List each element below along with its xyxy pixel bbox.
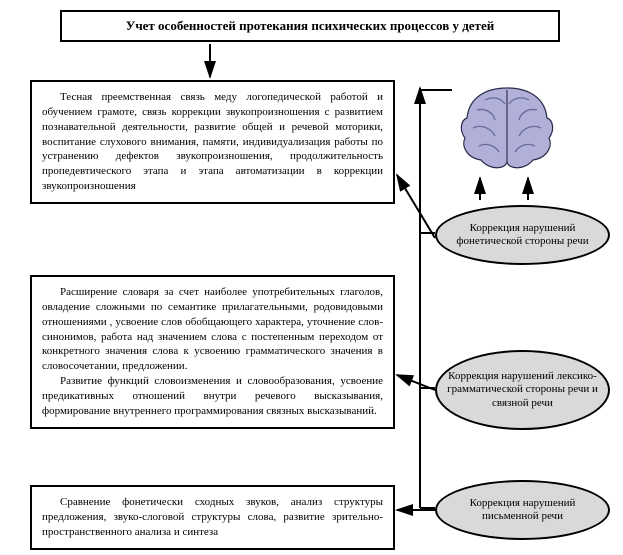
brain-icon <box>455 80 560 175</box>
title-text: Учет особенностей протекания психических… <box>126 18 494 33</box>
content-box-2: Расширение словаря за счет наиболее упот… <box>30 275 395 429</box>
title-box: Учет особенностей протекания психических… <box>60 10 560 42</box>
ellipse-1: Коррекция нарушений фонетической стороны… <box>435 205 610 265</box>
arrow-e1-box1 <box>397 175 435 238</box>
ellipse3-label: Коррекция нарушений письменной речи <box>447 497 598 523</box>
box2-text-p1: Расширение словаря за счет наиболее упот… <box>42 285 383 374</box>
box3-text: Сравнение фонетически сходных звуков, ан… <box>42 495 383 540</box>
ellipse1-label: Коррекция нарушений фонетической стороны… <box>447 222 598 248</box>
ellipse-2: Коррекция нарушений лексико-грамматическ… <box>435 350 610 430</box>
box2-text-p2: Развитие функций словоизменения и словоо… <box>42 374 383 419</box>
content-box-1: Тесная преемственная связь меду логопеди… <box>30 80 395 204</box>
ellipse-3: Коррекция нарушений письменной речи <box>435 480 610 540</box>
arrow-e2-box2 <box>397 375 435 390</box>
content-box-3: Сравнение фонетически сходных звуков, ан… <box>30 485 395 550</box>
box1-text: Тесная преемственная связь меду логопеди… <box>42 90 383 194</box>
ellipse2-label: Коррекция нарушений лексико-грамматическ… <box>447 370 598 410</box>
